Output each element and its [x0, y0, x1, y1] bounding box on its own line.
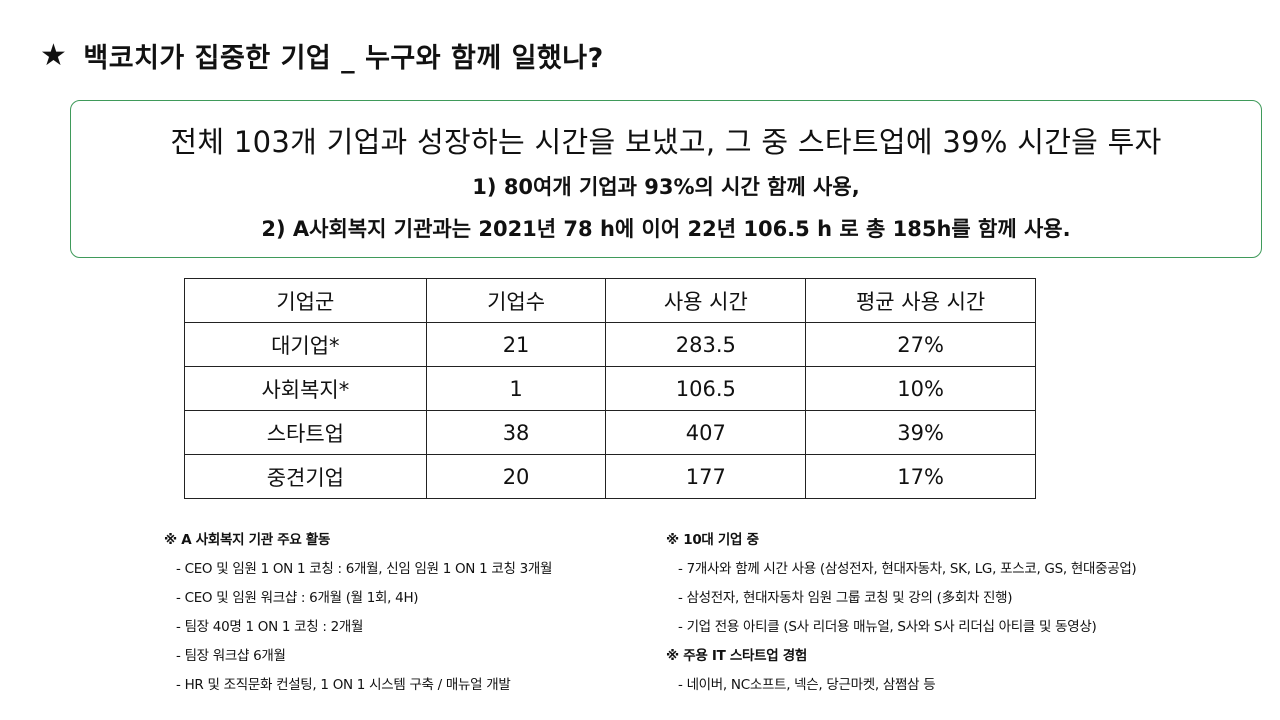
cell-company-group: 사회복지* — [184, 366, 427, 411]
star-icon: ★ — [40, 38, 68, 73]
summary-point-2: 2) A사회복지 기관과는 2021년 78 h에 이어 22년 106.5 h… — [261, 217, 1071, 241]
cell-company-count: 38 — [425, 410, 607, 455]
page-title-text: 백코치가 집중한 기업 _ 누구와 함께 일했나? — [83, 43, 604, 74]
table-row: 스타트업 38 407 39% — [184, 410, 1036, 455]
list-item: - CEO 및 임원 1 ON 1 코칭 : 6개월, 신임 임원 1 ON 1… — [176, 561, 553, 577]
table-row: 중견기업 20 177 17% — [184, 454, 1036, 499]
list-item: - 삼성전자, 현대자동차 임원 그룹 코칭 및 강의 (多회차 진행) — [678, 590, 1013, 606]
notes-heading: ※ 10대 기업 중 — [666, 532, 759, 548]
header-company-group: 기업군 — [184, 278, 427, 323]
header-average-usage: 평균 사용 시간 — [805, 278, 1036, 323]
list-item: - 팀장 40명 1 ON 1 코칭 : 2개월 — [176, 619, 364, 635]
table-row: 사회복지* 1 106.5 10% — [184, 366, 1036, 411]
list-item: - 7개사와 함께 시간 사용 (삼성전자, 현대자동차, SK, LG, 포스… — [678, 561, 1137, 577]
cell-company-group: 대기업* — [184, 322, 427, 367]
cell-average-usage: 39% — [805, 410, 1036, 455]
notes-top-companies: ※ 10대 기업 중 - 7개사와 함께 시간 사용 (삼성전자, 현대자동차,… — [666, 530, 1137, 704]
list-item: - 팀장 워크샵 6개월 — [176, 648, 286, 664]
page-title: ★ 백코치가 집중한 기업 _ 누구와 함께 일했나? — [40, 36, 604, 75]
cell-company-group: 스타트업 — [184, 410, 427, 455]
cell-usage-time: 106.5 — [605, 366, 807, 411]
cell-usage-time: 283.5 — [605, 322, 807, 367]
cell-company-count: 21 — [425, 322, 607, 367]
cell-company-count: 1 — [425, 366, 607, 411]
list-item: - 기업 전용 아티클 (S사 리더용 매뉴얼, S사와 S사 리더십 아티클 … — [678, 619, 1097, 635]
list-item: - CEO 및 임원 워크샵 : 6개월 (월 1회, 4H) — [176, 590, 419, 606]
cell-average-usage: 10% — [805, 366, 1036, 411]
table-row: 대기업* 21 283.5 27% — [184, 322, 1036, 367]
cell-usage-time: 407 — [605, 410, 807, 455]
table-header-row: 기업군 기업수 사용 시간 평균 사용 시간 — [184, 278, 1036, 323]
summary-point-1: 1) 80여개 기업과 93%의 시간 함께 사용, — [472, 175, 860, 199]
header-usage-time: 사용 시간 — [605, 278, 807, 323]
list-item: - 네이버, NC소프트, 넥슨, 당근마켓, 삼쩜삼 등 — [678, 677, 936, 693]
list-item: - HR 및 조직문화 컨설팅, 1 ON 1 시스템 구축 / 매뉴얼 개발 — [176, 677, 511, 693]
header-company-count: 기업수 — [425, 278, 607, 323]
cell-usage-time: 177 — [605, 454, 807, 499]
cell-company-count: 20 — [425, 454, 607, 499]
notes-heading: ※ 주용 IT 스타트업 경험 — [666, 648, 808, 664]
summary-headline: 전체 103개 기업과 성장하는 시간을 보냈고, 그 중 스타트업에 39% … — [170, 125, 1162, 159]
company-stats-table: 기업군 기업수 사용 시간 평균 사용 시간 대기업* 21 283.5 27%… — [184, 278, 1036, 499]
summary-box: 전체 103개 기업과 성장하는 시간을 보냈고, 그 중 스타트업에 39% … — [70, 100, 1262, 258]
notes-social-welfare: ※ A 사회복지 기관 주요 활동 - CEO 및 임원 1 ON 1 코칭 :… — [164, 530, 552, 704]
cell-company-group: 중견기업 — [184, 454, 427, 499]
cell-average-usage: 27% — [805, 322, 1036, 367]
cell-average-usage: 17% — [805, 454, 1036, 499]
notes-heading: ※ A 사회복지 기관 주요 활동 — [164, 532, 331, 548]
